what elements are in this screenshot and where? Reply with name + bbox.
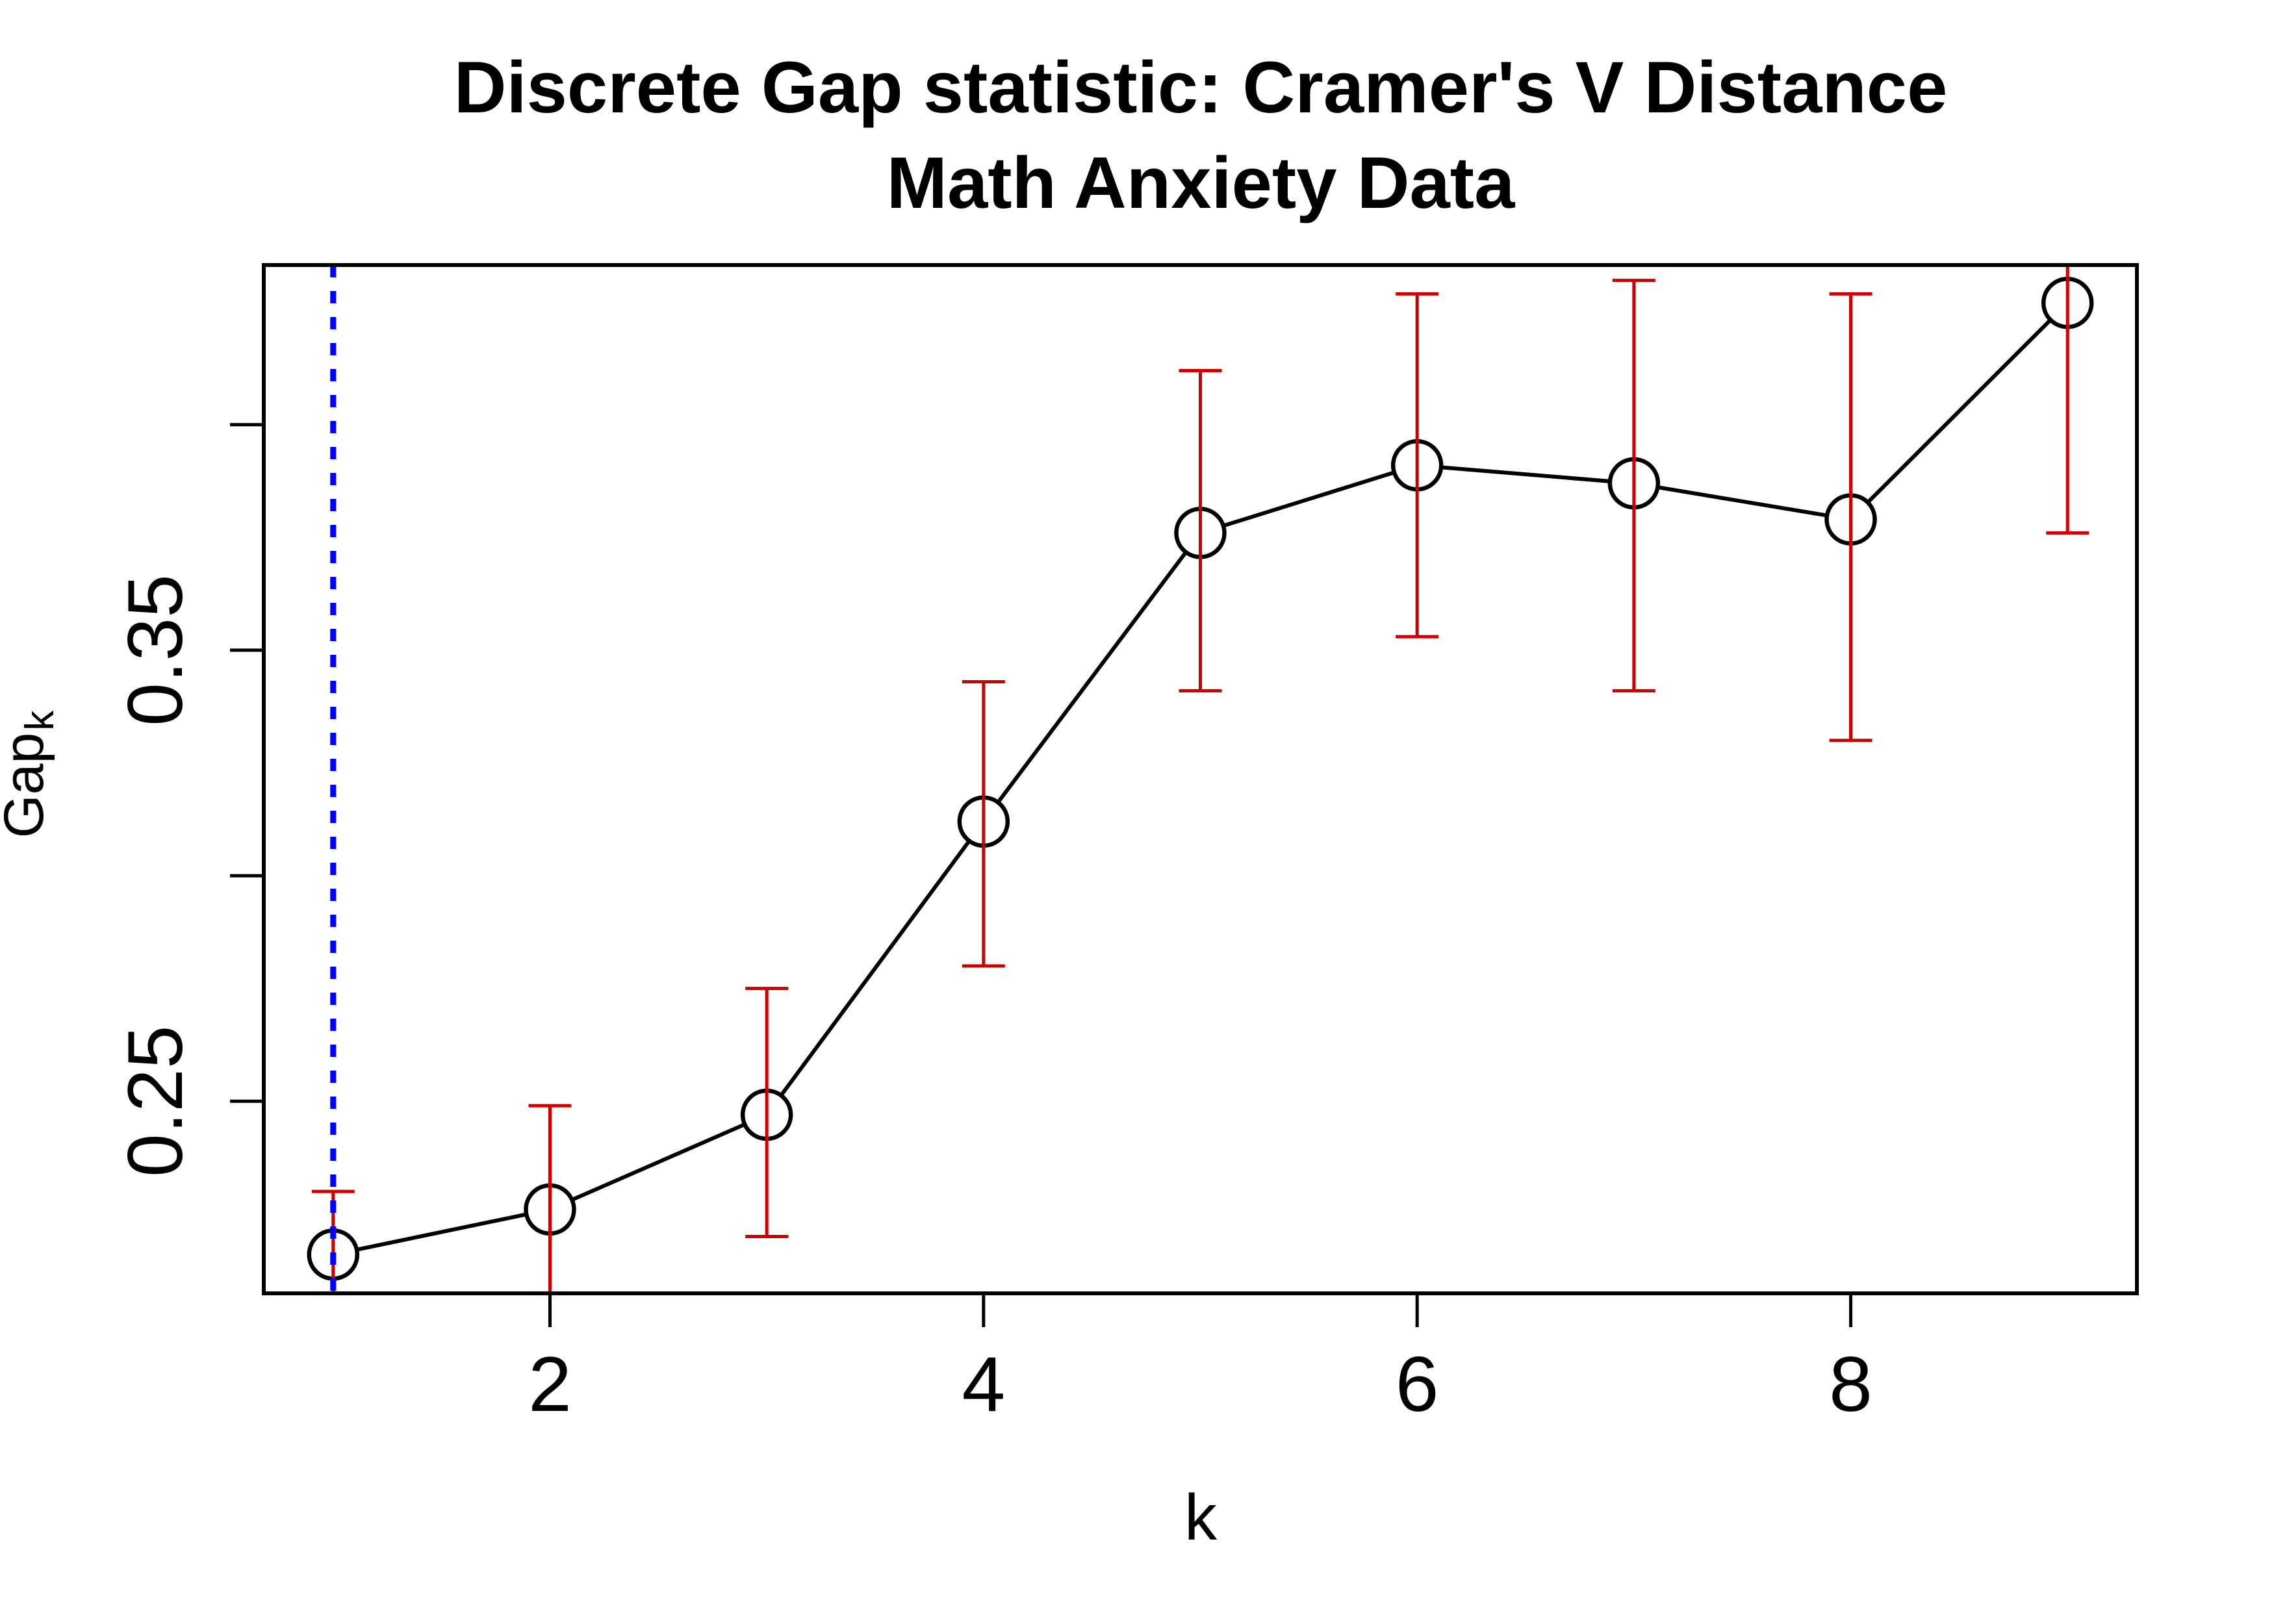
chart-title-line1: Discrete Gap statistic: Cramer's V Dista…: [454, 47, 1948, 128]
x-tick-label-2: 2: [528, 1341, 572, 1428]
x-tick-label-4: 4: [962, 1341, 1005, 1428]
error-bar-k8: [1829, 292, 1872, 742]
error-bar-k6: [1396, 292, 1439, 639]
y-axis-label-sub: k: [18, 710, 62, 731]
x-tick-label-6: 6: [1396, 1341, 1439, 1428]
chart-title-line2: Math Anxiety Data: [887, 142, 1515, 223]
error-bar-k2: [528, 1104, 572, 1293]
x-axis: 2 4 6 8: [528, 1293, 1872, 1428]
error-bar-k7: [1612, 279, 1655, 692]
y-axis-label: Gapk: [0, 710, 62, 839]
data-series: [307, 265, 2094, 1293]
y-axis: 0.25 0.35: [112, 423, 264, 1177]
plot-box: [262, 263, 2139, 1295]
error-bar-k4: [962, 680, 1005, 968]
y-tick-label-0.25: 0.25: [112, 1025, 199, 1177]
error-bar-k9: [2046, 265, 2089, 535]
y-tick-label-0.35: 0.35: [112, 574, 199, 726]
x-tick-label-8: 8: [1829, 1341, 1872, 1428]
error-bar-k3: [745, 987, 789, 1239]
x-axis-label: k: [1184, 1481, 1218, 1554]
error-bar-k5: [1179, 368, 1222, 692]
y-axis-label-main: Gap: [0, 733, 55, 839]
error-bars: [311, 265, 2089, 1293]
